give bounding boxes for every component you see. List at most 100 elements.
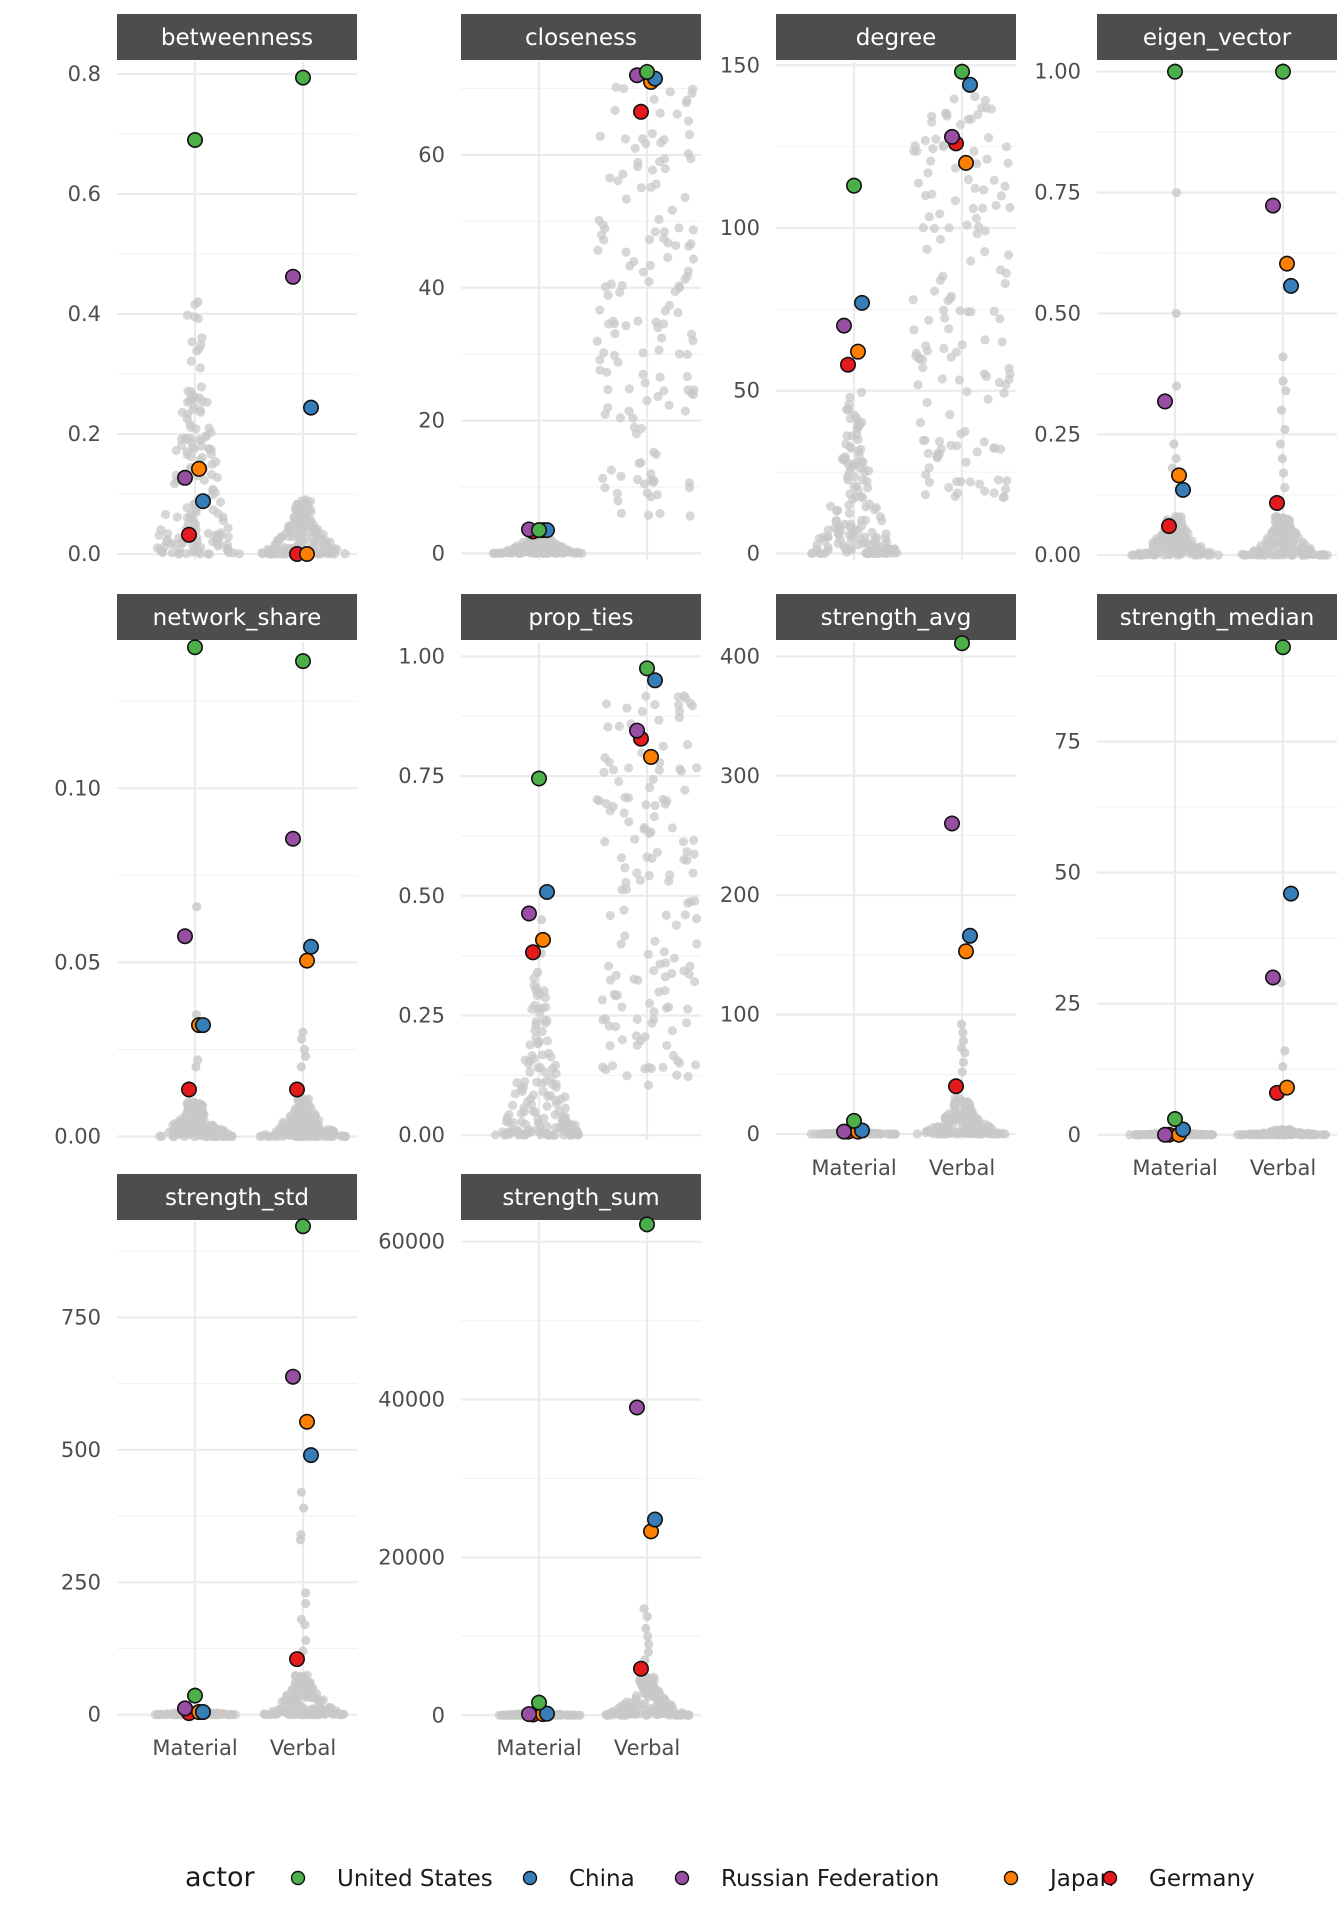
y-tick-label: 1.00 bbox=[1034, 60, 1081, 84]
background-point bbox=[600, 483, 610, 493]
point-russian-federation bbox=[628, 722, 645, 739]
legend-key bbox=[290, 1870, 306, 1886]
background-point bbox=[608, 316, 618, 326]
background-point bbox=[572, 1129, 582, 1139]
background-point bbox=[641, 1674, 651, 1684]
background-point bbox=[942, 111, 952, 121]
background-point bbox=[610, 105, 620, 115]
background-point bbox=[944, 223, 954, 233]
background-point bbox=[984, 133, 994, 143]
point-germany bbox=[524, 944, 541, 961]
background-point bbox=[962, 1098, 972, 1108]
background-point bbox=[212, 537, 222, 547]
background-point bbox=[512, 1078, 522, 1088]
background-outlier-point bbox=[1280, 1046, 1290, 1056]
y-tick-label: 20 bbox=[418, 409, 445, 433]
background-point bbox=[1005, 203, 1015, 213]
background-point bbox=[311, 1689, 322, 1699]
background-point bbox=[681, 693, 691, 703]
background-point bbox=[922, 346, 933, 356]
background-point bbox=[620, 863, 630, 873]
background-point bbox=[649, 1006, 659, 1017]
highlight-points bbox=[520, 660, 663, 961]
background-point bbox=[203, 528, 213, 538]
background-point bbox=[980, 226, 990, 236]
background-point bbox=[962, 220, 972, 230]
background-outlier-point bbox=[300, 1620, 310, 1630]
point-china bbox=[302, 1447, 319, 1464]
background-point bbox=[207, 459, 217, 469]
background-point bbox=[998, 492, 1008, 503]
background-point bbox=[672, 1070, 682, 1080]
background-point bbox=[629, 422, 640, 432]
background-point bbox=[609, 350, 620, 360]
legend-key bbox=[522, 1870, 538, 1886]
background-point bbox=[871, 503, 881, 513]
background-point bbox=[692, 763, 702, 773]
background-point bbox=[966, 114, 976, 124]
background-point bbox=[672, 109, 682, 119]
point-russian-federation bbox=[943, 815, 960, 832]
background-point bbox=[981, 371, 992, 382]
background-point bbox=[1241, 550, 1251, 560]
background-point bbox=[980, 95, 991, 105]
background-outlier-point bbox=[958, 1036, 968, 1046]
background-point bbox=[920, 135, 930, 146]
background-point bbox=[1166, 536, 1176, 546]
background-point bbox=[856, 521, 867, 531]
background-point bbox=[559, 1116, 570, 1126]
background-point bbox=[993, 475, 1003, 485]
background-point bbox=[965, 477, 975, 487]
background-point bbox=[649, 1675, 659, 1685]
background-point bbox=[674, 281, 684, 291]
y-tick-label: 0 bbox=[747, 1122, 760, 1146]
background-point bbox=[295, 1130, 306, 1141]
point-russian-federation bbox=[1157, 1126, 1174, 1143]
background-point bbox=[644, 277, 654, 287]
y-tick-label: 0.50 bbox=[398, 884, 445, 908]
background-point bbox=[909, 325, 919, 335]
background-point bbox=[604, 757, 614, 767]
background-point bbox=[689, 849, 699, 859]
point-russian-federation bbox=[628, 1399, 645, 1416]
background-outlier-point bbox=[639, 1604, 649, 1614]
point-united-states bbox=[1275, 639, 1292, 656]
background-point bbox=[690, 1060, 701, 1070]
background-point bbox=[922, 244, 932, 254]
background-point bbox=[554, 1106, 564, 1117]
background-point bbox=[491, 1130, 501, 1140]
background-point bbox=[658, 1062, 668, 1072]
background-point bbox=[950, 163, 961, 173]
background-point bbox=[633, 474, 643, 485]
background-point bbox=[624, 763, 634, 773]
background-point bbox=[1150, 549, 1160, 559]
background-point bbox=[654, 156, 665, 167]
background-point bbox=[952, 441, 962, 451]
background-point bbox=[599, 348, 609, 358]
y-tick-label: 0.00 bbox=[1034, 543, 1081, 567]
background-point bbox=[918, 363, 928, 373]
point-united-states bbox=[1167, 63, 1184, 80]
y-tick-label: 40 bbox=[418, 276, 445, 300]
background-point bbox=[1298, 537, 1308, 547]
background-point bbox=[980, 247, 990, 257]
background-point bbox=[1003, 250, 1014, 260]
background-point bbox=[955, 306, 965, 316]
background-point bbox=[263, 1131, 273, 1141]
background-point bbox=[166, 539, 176, 549]
background-point bbox=[644, 1062, 654, 1072]
background-point bbox=[188, 405, 198, 415]
background-point bbox=[647, 165, 658, 175]
background-point bbox=[289, 524, 299, 534]
background-point bbox=[297, 539, 307, 549]
background-point bbox=[328, 546, 338, 556]
background-point bbox=[532, 1077, 542, 1087]
facet-title: closeness bbox=[525, 25, 637, 51]
background-point bbox=[851, 481, 862, 491]
background-point bbox=[943, 296, 953, 306]
background-point bbox=[970, 91, 980, 102]
facet-degree: 0 50 100 150 degree bbox=[720, 14, 1016, 565]
background-outlier-point bbox=[301, 1588, 311, 1598]
point-united-states bbox=[638, 63, 655, 80]
background-point bbox=[929, 223, 940, 234]
